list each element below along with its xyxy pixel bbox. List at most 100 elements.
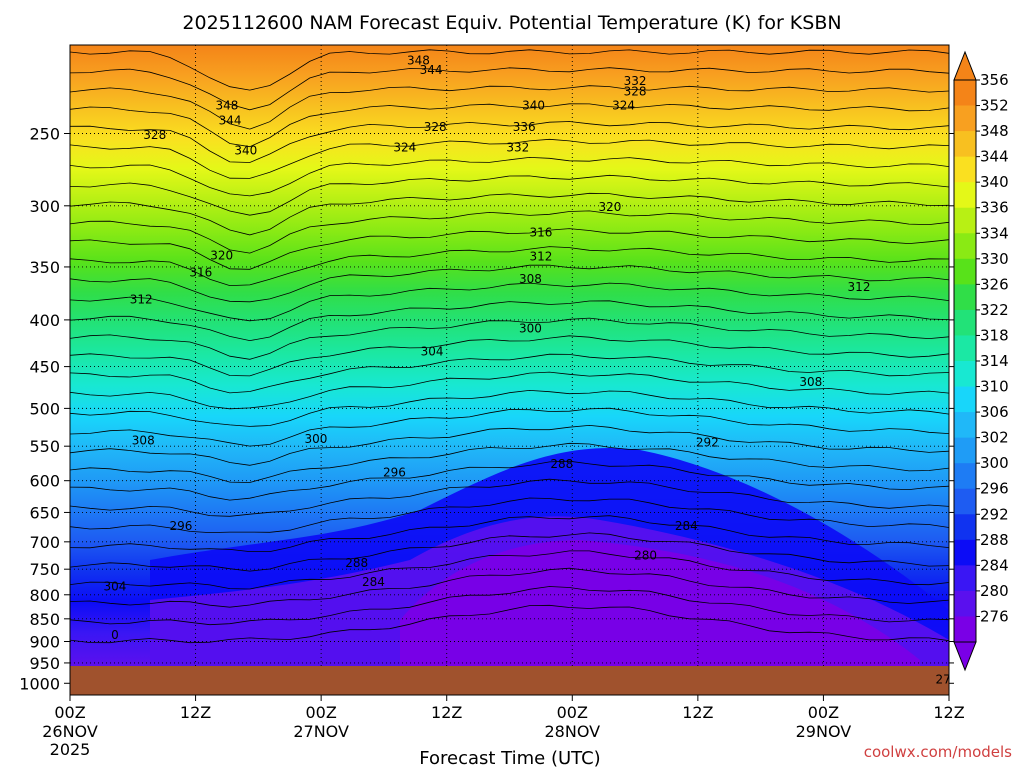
y-tick-label: 800	[29, 586, 60, 605]
contour-label: 332	[624, 74, 647, 88]
contour-label: 300	[304, 432, 327, 446]
y-tick-label: 950	[29, 654, 60, 673]
contour-label: 304	[421, 344, 444, 358]
contour-label: 288	[345, 556, 368, 570]
contour-label: 328	[624, 85, 647, 99]
contour-label: 340	[234, 144, 257, 158]
contour-label: 284	[362, 575, 385, 589]
y-tick-label: 750	[29, 560, 60, 579]
contour-line	[70, 49, 949, 91]
contour-line	[70, 497, 949, 534]
x-tick-label: 00Z	[557, 703, 588, 722]
x-tick-label: 00Z	[808, 703, 839, 722]
contour-line	[70, 300, 949, 342]
y-tick-label: 700	[29, 533, 60, 552]
colorbar-label: 322	[980, 301, 1009, 319]
x-tick-label: 00Z	[305, 703, 336, 722]
contour-line	[70, 121, 949, 163]
contour-label: 308	[519, 272, 542, 286]
colorbar-over-arrow	[953, 50, 977, 81]
contour-label: 288	[550, 457, 573, 471]
colorbar-swatch	[954, 105, 976, 132]
colorbar-swatch	[954, 412, 976, 439]
colorbar-swatch	[954, 565, 976, 592]
contour-label: 316	[529, 226, 552, 240]
contour-label: 332	[506, 141, 529, 155]
contour-label: 0	[111, 628, 119, 642]
colorbar-label: 356	[980, 71, 1009, 89]
contour-line	[70, 586, 949, 626]
contour-label: 296	[169, 519, 192, 533]
contour-label: 316	[189, 266, 212, 280]
colorbar-label: 326	[980, 275, 1009, 293]
contour-line	[70, 424, 949, 466]
colorbar-swatch	[954, 258, 976, 285]
colorbar-swatch	[954, 182, 976, 209]
contour-line	[70, 103, 949, 148]
colorbar-label: 334	[980, 224, 1009, 242]
contour-line	[70, 246, 949, 287]
grid-lines	[70, 45, 949, 695]
y-tick-label: 850	[29, 610, 60, 629]
colorbar-label: 340	[980, 173, 1009, 191]
contour-line	[70, 264, 949, 303]
colorbar: 356 352 348 344 340 336 334 330 326 322 318 314 310 3…	[953, 50, 1009, 672]
contour-label: 304	[104, 579, 127, 593]
contour-line	[70, 192, 949, 236]
contour-line	[70, 442, 949, 483]
colorbar-label: 280	[980, 582, 1009, 600]
colorbar-label: 348	[980, 122, 1009, 140]
contour-line	[70, 478, 949, 517]
contour-label: 280	[634, 549, 657, 563]
contour-label: 284	[675, 519, 698, 533]
y-tick-label: 350	[29, 258, 60, 277]
colorbar-swatch	[954, 616, 976, 643]
contour-line	[70, 567, 949, 608]
contour-label: 320	[599, 200, 622, 214]
colorbar-swatch	[954, 386, 976, 413]
y-tick-label: 300	[29, 197, 60, 216]
contour-label: 336	[513, 120, 536, 134]
colorbar-label: 306	[980, 403, 1009, 421]
contour-label: 308	[132, 433, 155, 447]
contour-label: 348	[216, 99, 239, 113]
y-tick-label: 400	[29, 311, 60, 330]
contour-line	[70, 335, 949, 377]
contour-line	[70, 550, 949, 590]
contour-label: 292	[696, 436, 719, 450]
colorbar-label: 336	[980, 199, 1009, 217]
colorbar-swatch	[954, 207, 976, 234]
colorbar-label: 314	[980, 352, 1009, 370]
contour-label: 308	[799, 375, 822, 389]
y-tick-label: 600	[29, 472, 60, 491]
y-tick-label: 650	[29, 503, 60, 522]
colorbar-swatch	[954, 437, 976, 464]
contour-label: 312	[529, 250, 552, 264]
contour-line	[70, 156, 949, 197]
contour-line	[70, 460, 949, 501]
contour-line	[70, 371, 949, 410]
contour-line	[70, 353, 949, 394]
y-tick-label: 500	[29, 399, 60, 418]
colorbar-swatch	[954, 463, 976, 490]
contour-line	[70, 67, 949, 111]
contour-label: 296	[383, 466, 406, 480]
contour-line	[70, 85, 949, 130]
x-tick-label: 00Z	[54, 703, 85, 722]
colorbar-label: 288	[980, 531, 1009, 549]
contour-label: 320	[210, 248, 233, 262]
contour-label: 312	[130, 293, 153, 307]
contour-lines	[70, 49, 949, 644]
x-tick-label: 12Z	[682, 703, 713, 722]
chart-title: 2025112600 NAM Forecast Equiv. Potential…	[182, 12, 841, 34]
contour-line	[70, 138, 949, 179]
y-tick-label: 900	[29, 632, 60, 651]
colorbar-swatch	[954, 514, 976, 541]
contour-label: 276	[935, 672, 958, 686]
y-axis: 250 300 350 400 450 500 550 600 650 700 750 800 850 9…	[19, 124, 954, 693]
colorbar-label: 310	[980, 378, 1009, 396]
